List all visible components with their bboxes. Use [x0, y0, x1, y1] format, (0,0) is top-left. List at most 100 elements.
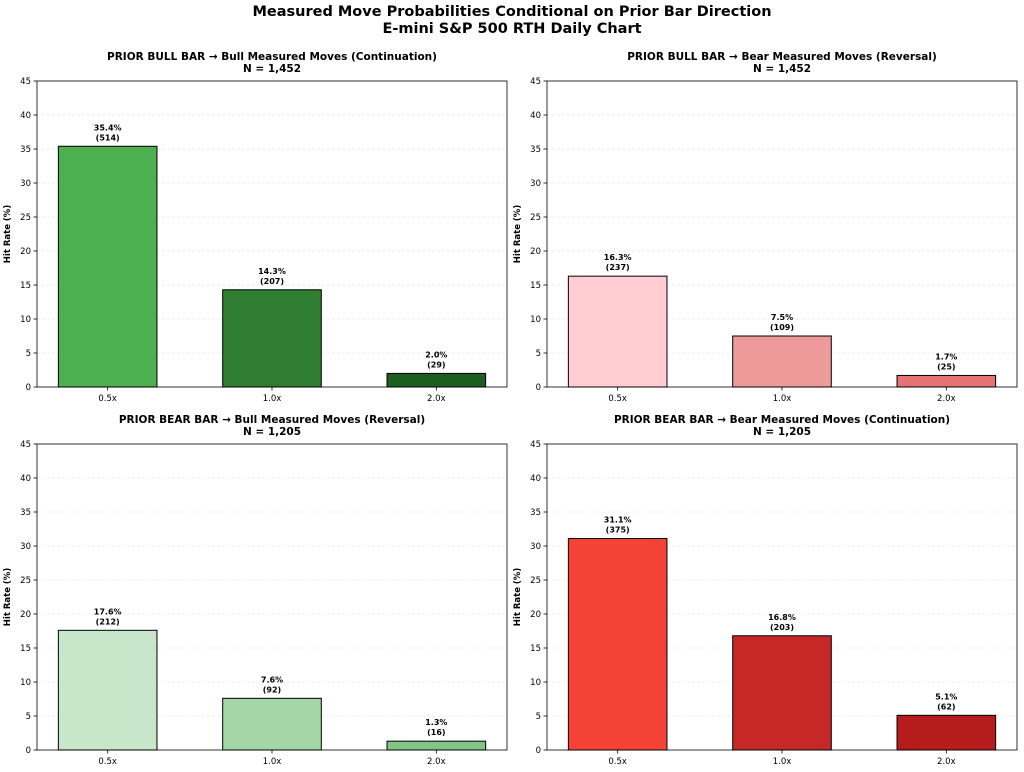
- y-tick-label: 15: [530, 281, 541, 291]
- y-tick-label: 0: [536, 383, 541, 393]
- subplot-3: 17.6%(212) 7.6%(92) 1.3%(16) 0 5 10 15 20 25 30 35…: [3, 414, 508, 767]
- data-label-percent: 35.4%: [94, 123, 122, 132]
- data-label-count: (237): [606, 263, 630, 272]
- figure-title: Measured Move Probabilities Conditional …: [0, 4, 1024, 38]
- data-label-count: (25): [937, 362, 955, 371]
- bar-0.5x: [57, 145, 158, 388]
- data-label-percent: 7.6%: [261, 675, 283, 684]
- y-tick-label: 20: [530, 247, 541, 257]
- x-tick-label: 2.0x: [427, 757, 446, 767]
- data-label-percent: 5.1%: [935, 692, 957, 701]
- y-tick-label: 40: [20, 111, 31, 121]
- y-tick-label: 5: [536, 349, 541, 359]
- y-tick-label: 0: [26, 746, 31, 756]
- subplot-1: 35.4%(514) 14.3%(207) 2.0%(29) 0 5 10 15 20 25 30…: [3, 51, 508, 404]
- y-axis-label: Hit Rate (%): [3, 568, 13, 627]
- data-label-percent: 16.3%: [604, 253, 632, 262]
- y-tick-label: 30: [20, 542, 31, 552]
- y-tick-label: 25: [530, 576, 541, 586]
- x-tick-label: 1.0x: [263, 394, 282, 404]
- y-tick-label: 25: [20, 576, 31, 586]
- x-tick-label: 2.0x: [937, 394, 956, 404]
- y-axis-label: Hit Rate (%): [513, 568, 523, 627]
- subplot-4: 31.1%(375) 16.8%(203) 5.1%(62) 0 5 10 15 20 25 30…: [513, 414, 1018, 767]
- data-label-percent: 17.6%: [94, 607, 122, 616]
- y-tick-label: 15: [20, 281, 31, 291]
- data-label-percent: 16.8%: [768, 613, 796, 622]
- y-tick-label: 20: [20, 610, 31, 620]
- y-tick-label: 35: [20, 508, 31, 518]
- data-label-percent: 2.0%: [425, 350, 447, 359]
- x-tick-label: 1.0x: [773, 394, 792, 404]
- bar-2.0x: [386, 740, 487, 751]
- y-tick-label: 35: [20, 145, 31, 155]
- data-label-count: (375): [606, 526, 630, 535]
- x-tick-label: 1.0x: [773, 757, 792, 767]
- data-label-count: (212): [96, 617, 120, 626]
- data-label-percent: 7.5%: [771, 313, 793, 322]
- y-tick-label: 10: [20, 678, 31, 688]
- y-tick-label: 15: [20, 644, 31, 654]
- y-tick-label: 15: [530, 644, 541, 654]
- subplot-subtitle: N = 1,205: [243, 426, 301, 438]
- y-tick-label: 0: [26, 383, 31, 393]
- figure-title-line-1: Measured Move Probabilities Conditional …: [252, 4, 772, 20]
- data-label-count: (92): [263, 685, 281, 694]
- data-label-count: (514): [96, 133, 120, 142]
- subplot-title: PRIOR BULL BAR → Bull Measured Moves (Co…: [107, 51, 437, 63]
- x-tick-label: 0.5x: [608, 757, 627, 767]
- subplot-subtitle: N = 1,452: [243, 63, 301, 75]
- y-tick-label: 10: [530, 678, 541, 688]
- bar-0.5x: [57, 629, 158, 751]
- data-label-count: (62): [937, 702, 955, 711]
- data-label-count: (29): [427, 360, 445, 369]
- subplot-title: PRIOR BEAR BAR → Bear Measured Moves (Co…: [614, 414, 950, 426]
- y-tick-label: 40: [530, 474, 541, 484]
- subplot-subtitle: N = 1,452: [753, 63, 811, 75]
- data-label-percent: 14.3%: [258, 267, 286, 276]
- data-label-count: (109): [770, 323, 794, 332]
- y-tick-label: 40: [20, 474, 31, 484]
- y-tick-label: 25: [530, 213, 541, 223]
- x-tick-label: 0.5x: [608, 394, 627, 404]
- y-axis-label: Hit Rate (%): [513, 205, 523, 264]
- y-tick-label: 10: [530, 315, 541, 325]
- data-label-count: (207): [260, 277, 284, 286]
- subplot-subtitle: N = 1,205: [753, 426, 811, 438]
- bar-1.0x: [222, 289, 322, 388]
- y-tick-label: 25: [20, 213, 31, 223]
- data-label-percent: 1.7%: [935, 352, 957, 361]
- y-tick-label: 35: [530, 145, 541, 155]
- bar-1.0x: [732, 335, 832, 388]
- x-tick-label: 0.5x: [98, 757, 117, 767]
- bar-2.0x: [896, 374, 997, 388]
- bar-2.0x: [896, 714, 997, 751]
- data-label-percent: 1.3%: [425, 718, 447, 727]
- subplot-title: PRIOR BULL BAR → Bear Measured Moves (Re…: [627, 51, 937, 63]
- figure-title-line-2: E-mini S&P 500 RTH Daily Chart: [382, 21, 642, 37]
- bar-0.5x: [567, 538, 668, 751]
- x-tick-label: 0.5x: [98, 394, 117, 404]
- bar-1.0x: [222, 697, 322, 751]
- data-label-count: (16): [427, 728, 445, 737]
- data-label-count: (203): [770, 623, 794, 632]
- y-tick-label: 45: [530, 77, 541, 87]
- x-tick-label: 2.0x: [427, 394, 446, 404]
- y-tick-label: 5: [26, 349, 31, 359]
- y-tick-label: 40: [530, 111, 541, 121]
- y-tick-label: 30: [20, 179, 31, 189]
- subplot-title: PRIOR BEAR BAR → Bull Measured Moves (Re…: [119, 414, 425, 426]
- bar-1.0x: [732, 635, 832, 751]
- subplot-2: 16.3%(237) 7.5%(109) 1.7%(25) 0 5 10 15 20 25 30 3…: [513, 51, 1018, 404]
- x-tick-label: 2.0x: [937, 757, 956, 767]
- x-tick-label: 1.0x: [263, 757, 282, 767]
- data-label-percent: 31.1%: [604, 516, 632, 525]
- y-tick-label: 5: [536, 712, 541, 722]
- bar-2.0x: [386, 372, 487, 388]
- bar-0.5x: [567, 275, 668, 388]
- y-tick-label: 45: [20, 440, 31, 450]
- y-tick-label: 0: [536, 746, 541, 756]
- y-tick-label: 10: [20, 315, 31, 325]
- y-axis-label: Hit Rate (%): [3, 205, 13, 264]
- y-tick-label: 20: [20, 247, 31, 257]
